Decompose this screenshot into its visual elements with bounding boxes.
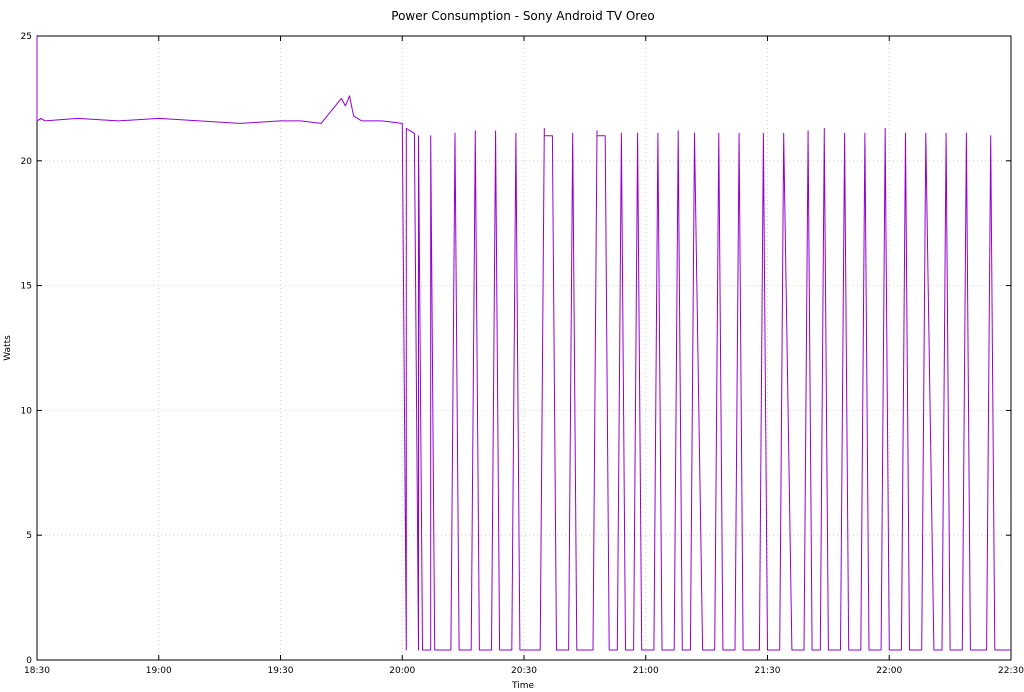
y-tick-label: 20 — [21, 157, 33, 167]
x-axis-label: Time — [511, 681, 534, 691]
x-tick-label: 21:30 — [755, 666, 781, 676]
y-tick-label: 5 — [26, 531, 32, 541]
x-tick-labels: 18:30 19:00 19:30 20:00 20:30 21:00 21:30 22:00… — [24, 666, 1024, 676]
y-axis-label: Watts — [3, 335, 13, 361]
x-tick-label: 21:00 — [633, 666, 659, 676]
x-tick-label: 19:30 — [268, 666, 294, 676]
axis-ticks — [36, 35, 1012, 661]
chart-title: Power Consumption - Sony Android TV Oreo — [391, 9, 654, 23]
y-tick-label: 15 — [21, 282, 32, 292]
grid — [37, 36, 1011, 660]
x-tick-label: 19:00 — [146, 666, 172, 676]
x-tick-label: 22:30 — [998, 666, 1024, 676]
x-tick-label: 20:30 — [511, 666, 537, 676]
y-tick-labels: 0 5 10 15 20 25 — [21, 32, 33, 666]
x-tick-label: 22:00 — [876, 666, 902, 676]
y-tick-label: 0 — [26, 656, 32, 666]
x-tick-label: 18:30 — [24, 666, 50, 676]
y-tick-label: 25 — [21, 32, 32, 42]
y-tick-label: 10 — [21, 406, 33, 416]
series-line — [36, 36, 1011, 651]
x-tick-label: 20:00 — [389, 666, 415, 676]
